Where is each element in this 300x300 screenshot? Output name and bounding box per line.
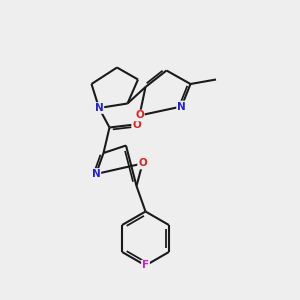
Text: O: O: [135, 110, 144, 121]
Text: F: F: [142, 260, 149, 271]
Text: O: O: [138, 158, 147, 169]
Text: N: N: [94, 103, 103, 113]
Text: O: O: [132, 119, 141, 130]
Text: N: N: [92, 169, 100, 179]
Text: N: N: [177, 101, 186, 112]
